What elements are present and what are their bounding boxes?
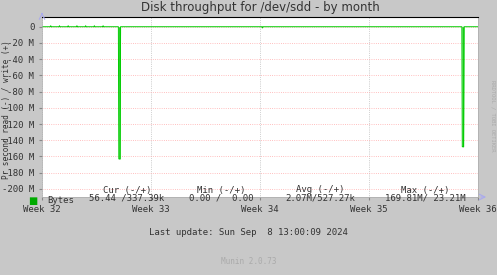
Text: 2.07M/527.27k: 2.07M/527.27k [286,194,355,203]
Text: 0.00 /  0.00: 0.00 / 0.00 [189,194,253,203]
Text: Pr second read (-) / write (+): Pr second read (-) / write (+) [2,41,11,179]
Title: Disk throughput for /dev/sdd - by month: Disk throughput for /dev/sdd - by month [141,1,379,15]
Text: ■: ■ [28,196,37,206]
Text: Cur (-/+): Cur (-/+) [102,186,151,194]
Text: Last update: Sun Sep  8 13:00:09 2024: Last update: Sun Sep 8 13:00:09 2024 [149,228,348,237]
Text: Max (-/+): Max (-/+) [401,186,449,194]
Text: Avg (-/+): Avg (-/+) [296,186,345,194]
Text: Min (-/+): Min (-/+) [197,186,246,194]
Text: Bytes: Bytes [47,196,74,205]
Text: 56.44 /337.39k: 56.44 /337.39k [89,194,165,203]
Text: Munin 2.0.73: Munin 2.0.73 [221,257,276,266]
Text: 169.81M/ 23.21M: 169.81M/ 23.21M [385,194,465,203]
Text: RRDTOOL / TOBI OETIKER: RRDTOOL / TOBI OETIKER [491,80,496,151]
